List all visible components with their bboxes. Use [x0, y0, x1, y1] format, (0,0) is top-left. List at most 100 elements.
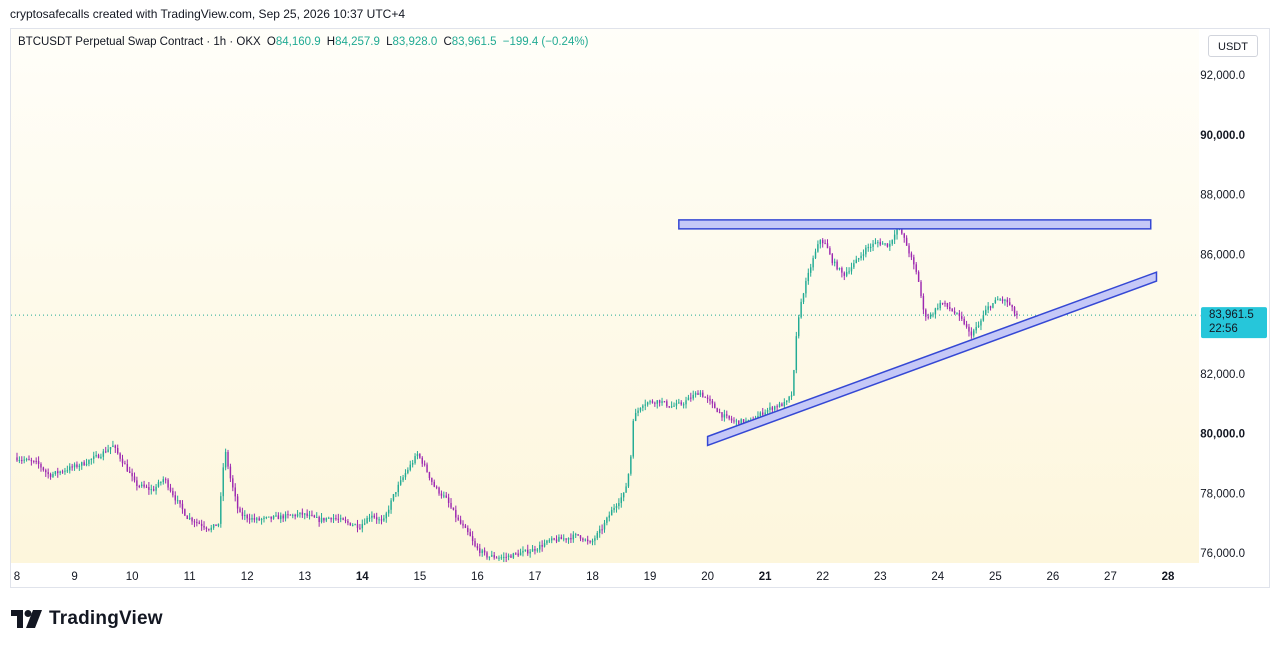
- candle-body: [970, 331, 973, 336]
- candle-body: [517, 553, 519, 556]
- candle-body: [786, 400, 788, 403]
- candle-body: [294, 514, 296, 517]
- candle-body: [579, 535, 582, 539]
- candle-body: [203, 525, 205, 528]
- candle-body: [306, 513, 308, 516]
- candle-body: [215, 524, 217, 527]
- candle-body: [965, 324, 968, 327]
- candle-body: [663, 401, 666, 403]
- candle-body: [589, 541, 591, 543]
- candle-body: [495, 557, 498, 559]
- candle-body: [354, 524, 356, 526]
- candle-body: [375, 517, 378, 520]
- tradingview-logo[interactable]: TradingView: [11, 605, 163, 633]
- candle-body: [244, 515, 246, 517]
- candle-body: [131, 472, 133, 477]
- candle-body: [668, 406, 670, 408]
- candle-body: [855, 259, 857, 264]
- candle-body: [716, 408, 718, 413]
- currency-unit-button[interactable]: USDT: [1208, 35, 1258, 57]
- chart-frame[interactable]: 76,000.078,000.080,000.082,000.084,000.0…: [10, 28, 1270, 588]
- candle-body: [963, 318, 965, 325]
- candle-body: [344, 519, 347, 522]
- candle-body: [28, 458, 30, 461]
- candle-body: [503, 556, 505, 558]
- candle-body: [913, 257, 915, 265]
- candle-body: [613, 507, 615, 510]
- candle-body: [481, 550, 483, 554]
- candle-body: [498, 557, 500, 559]
- candle-body: [809, 267, 812, 273]
- candle-body: [802, 293, 805, 302]
- candle-body: [47, 472, 49, 475]
- candle-body: [841, 268, 843, 273]
- symbol-label[interactable]: BTCUSDT Perpetual Swap Contract · 1h · O…: [18, 36, 261, 48]
- candle-body: [167, 479, 169, 488]
- tradingview-wordmark: TradingView: [49, 608, 163, 629]
- candle-body: [426, 464, 428, 473]
- candle-body: [390, 500, 392, 510]
- candle-body: [121, 458, 124, 464]
- candle-body: [325, 518, 328, 521]
- candle-body: [548, 540, 551, 542]
- candle-body: [747, 419, 750, 421]
- candle-body: [661, 401, 663, 403]
- candle-body: [186, 515, 188, 520]
- candle-body: [881, 243, 884, 245]
- candle-body: [987, 306, 989, 310]
- candle-body: [124, 463, 126, 465]
- candle-body: [253, 517, 256, 520]
- candle-body: [697, 393, 699, 395]
- candle-body: [40, 464, 42, 468]
- candle-body: [380, 519, 383, 521]
- candle-body: [889, 243, 891, 247]
- candle-body: [702, 392, 704, 397]
- candle-body: [956, 313, 958, 315]
- candle-body: [862, 254, 865, 256]
- candle-body: [69, 466, 71, 471]
- candle-body: [1016, 313, 1018, 316]
- last-price-tag: [1201, 307, 1267, 339]
- candle-body: [733, 420, 735, 422]
- candle-body: [93, 456, 95, 459]
- candle-body: [49, 474, 52, 477]
- candle-body: [829, 248, 831, 255]
- candle-body: [821, 239, 824, 244]
- candle-body: [771, 407, 774, 410]
- candle-body: [392, 494, 395, 501]
- candle-body: [577, 534, 579, 536]
- candle-body: [843, 272, 846, 276]
- x-axis-tick-label: 21: [759, 571, 772, 583]
- candle-body: [658, 400, 661, 403]
- candle-body: [200, 523, 203, 526]
- candle-body: [152, 489, 155, 491]
- candle-body: [891, 239, 893, 244]
- candle-body: [339, 518, 342, 520]
- candle-body: [726, 414, 728, 416]
- price-chart[interactable]: 76,000.078,000.080,000.082,000.084,000.0…: [11, 29, 1270, 588]
- candle-body: [191, 517, 193, 522]
- x-axis-tick-label: 9: [71, 571, 77, 583]
- candle-body: [627, 473, 630, 487]
- candle-body: [776, 406, 778, 408]
- candle-body: [596, 533, 599, 539]
- low-label: L: [386, 36, 393, 48]
- last-price-tag-value: 83,961.5: [1209, 309, 1254, 321]
- candle-body: [222, 467, 224, 497]
- candle-body: [572, 534, 575, 540]
- candle-body: [52, 473, 54, 477]
- candle-body: [160, 482, 162, 484]
- candle-body: [112, 445, 114, 447]
- candle-body: [457, 517, 459, 520]
- candle-body: [239, 508, 241, 513]
- candle-body: [788, 396, 790, 401]
- candle-body: [455, 509, 457, 518]
- candle-body: [558, 537, 560, 542]
- candle-body: [845, 272, 848, 276]
- candle-body: [541, 544, 543, 547]
- plot-background: [11, 29, 1199, 563]
- candle-body: [469, 532, 471, 537]
- candle-body: [766, 410, 769, 413]
- candle-body: [706, 397, 709, 399]
- candle-body: [997, 299, 999, 301]
